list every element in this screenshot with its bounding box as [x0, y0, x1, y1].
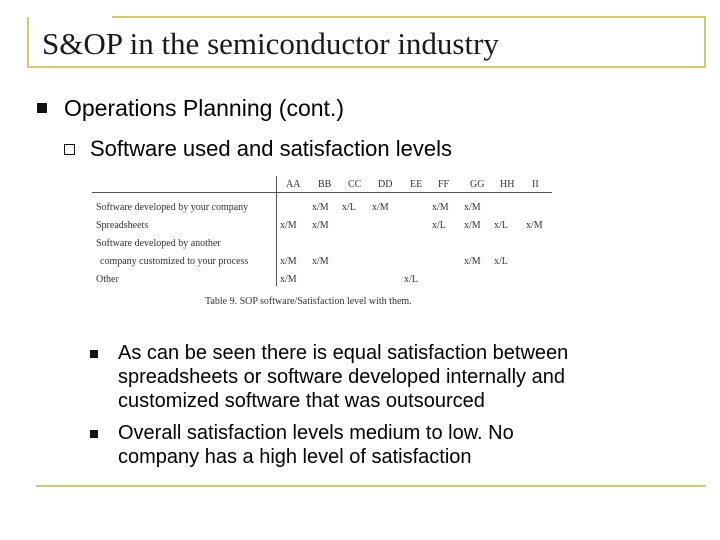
table-cell: x/M: [312, 220, 329, 231]
table-row-label: Software developed by another: [96, 238, 221, 249]
slide-title: S&OP in the semiconductor industry: [42, 26, 499, 61]
table-cell: x/M: [280, 274, 297, 285]
table-header-cell: HH: [500, 179, 515, 190]
bullet-line: As can be seen there is equal satisfacti…: [118, 342, 569, 364]
table-header-cell: GG: [470, 179, 485, 190]
table-header-cell: BB: [318, 179, 332, 190]
table-cell: x/M: [526, 220, 543, 231]
title-frame-right: [704, 16, 706, 68]
table-cell: x/M: [280, 220, 297, 231]
table-header-rule: [92, 192, 552, 193]
title-underline: [27, 66, 706, 68]
table-cell: x/L: [432, 220, 446, 231]
bullet-square-icon: [90, 430, 98, 438]
table-row-label: Spreadsheets: [96, 220, 149, 231]
table-header-cell: FF: [438, 179, 450, 190]
table-cell: x/L: [494, 256, 508, 267]
table-cell: x/M: [464, 202, 481, 213]
table-vertical-rule: [276, 176, 277, 286]
table-header-cell: DD: [378, 179, 393, 190]
table-header-cell: EE: [410, 179, 423, 190]
table-cell: x/L: [342, 202, 356, 213]
title-frame-top: [112, 16, 706, 18]
bullet-hollow-square-icon: [64, 144, 75, 155]
table-cell: x/L: [494, 220, 508, 231]
table-row-label: Other: [96, 274, 119, 285]
table-row-label: company customized to your process: [100, 256, 249, 267]
bullet-overall-satisfaction: Overall satisfaction levels medium to lo…: [118, 421, 698, 469]
table-header-cell: II: [532, 179, 539, 190]
bullet-square-icon: [90, 350, 98, 358]
bullet-equal-satisfaction: As can be seen there is equal satisfacti…: [118, 341, 698, 413]
bullet-software-used: Software used and satisfaction levels: [90, 136, 452, 161]
table-cell: x/M: [280, 256, 297, 267]
bullet-operations-planning: Operations Planning (cont.): [64, 95, 344, 121]
table-cell: x/M: [464, 220, 481, 231]
satisfaction-table: Table 9. SOP software/Satisfaction level…: [92, 176, 552, 312]
table-cell: x/M: [312, 202, 329, 213]
table-cell: x/M: [312, 256, 329, 267]
table-cell: x/M: [372, 202, 389, 213]
table-header-cell: CC: [348, 179, 362, 190]
title-frame-left: [27, 17, 29, 67]
table-caption: Table 9. SOP software/Satisfaction level…: [205, 296, 412, 307]
table-cell: x/L: [404, 274, 418, 285]
table-header-cell: AA: [286, 179, 301, 190]
bullet-line: spreadsheets or software developed inter…: [118, 366, 565, 388]
bullet-line: Overall satisfaction levels medium to lo…: [118, 422, 514, 444]
bullet-line: company has a high level of satisfaction: [118, 446, 472, 468]
slide-bottom-rule: [36, 485, 706, 487]
bullet-square-icon: [37, 103, 47, 113]
bullet-line: customized software that was outsourced: [118, 390, 485, 412]
table-cell: x/M: [464, 256, 481, 267]
table-row-label: Software developed by your company: [96, 202, 249, 213]
table-cell: x/M: [432, 202, 449, 213]
